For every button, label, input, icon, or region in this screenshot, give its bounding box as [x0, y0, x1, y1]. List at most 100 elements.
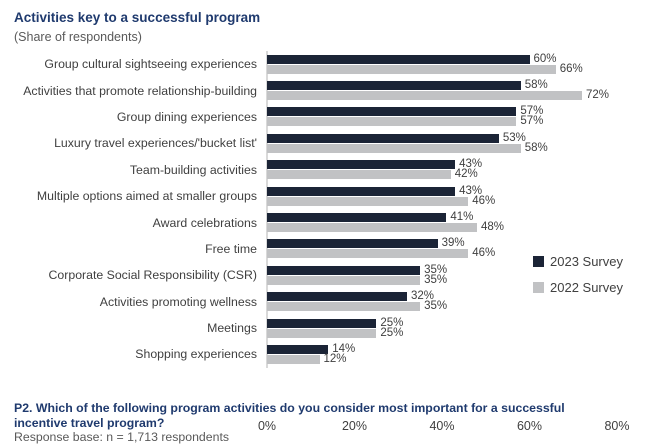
bar-2023 — [267, 107, 517, 117]
chart-row: Team-building activities 43% 42% — [0, 157, 649, 183]
bar-value-label: 66% — [559, 62, 583, 75]
bar-line: 35% — [267, 273, 649, 286]
bar-line: 25% — [267, 326, 649, 339]
x-axis-tick-label: 60% — [516, 419, 543, 433]
bar-value-label: 25% — [380, 316, 404, 329]
bar-value-label: 35% — [424, 273, 448, 286]
category-label: Luxury travel experiences/'bucket list' — [54, 136, 257, 151]
bar-line: 48% — [267, 221, 649, 233]
bar-line: 25% — [267, 316, 649, 329]
grouped-bar-chart: Group cultural sightseeing experiences 60… — [0, 51, 649, 433]
bar-value-label: 58% — [524, 141, 548, 154]
category-label: Free time — [205, 241, 257, 256]
bar-line: 46% — [267, 247, 649, 260]
bar-2023 — [267, 186, 456, 196]
chart-row: Shopping experiences 14% 12% — [0, 341, 649, 367]
bar-value-label: 58% — [524, 79, 548, 92]
bar-2022 — [267, 302, 421, 312]
bar-rows: Group cultural sightseeing experiences 60… — [0, 51, 649, 368]
bar-line: 39% — [267, 237, 649, 250]
x-axis-tick-label: 80% — [604, 419, 630, 433]
bar-2023 — [267, 318, 377, 328]
chart-legend: 2023 Survey 2022 Survey — [533, 254, 623, 306]
bar-2023 — [267, 133, 499, 143]
bar-pair: 35% 35% — [267, 264, 649, 286]
chart-row: Activities that promote relationship-bui… — [0, 77, 649, 103]
footnote-question: P2. Which of the following program activ… — [14, 401, 565, 430]
chart-row: Meetings 25% 25% — [0, 315, 649, 341]
bar-pair: 14% 12% — [267, 342, 649, 365]
bar-pair: 43% 42% — [267, 158, 649, 181]
bar-value-label: 25% — [380, 326, 404, 339]
bar-pair: 53% 58% — [267, 131, 649, 154]
bar-pair: 39% 46% — [267, 237, 649, 260]
category-label: Shopping experiences — [135, 347, 257, 362]
bar-value-label: 39% — [441, 237, 465, 250]
bar-pair: 58% 72% — [267, 79, 649, 102]
x-axis-tick-label: 0% — [257, 419, 277, 433]
bar-2022 — [267, 328, 377, 338]
bar-value-label: 35% — [424, 300, 448, 313]
bar-value-label: 60% — [533, 52, 557, 65]
legend-label: 2022 Survey — [550, 280, 623, 295]
bar-line: 12% — [267, 353, 649, 365]
bar-value-label: 53% — [502, 131, 526, 144]
bar-2022 — [267, 170, 451, 180]
category-label: Award celebrations — [152, 215, 257, 230]
bar-pair: 32% 35% — [267, 290, 649, 313]
chart-row: Multiple options aimed at smaller groups… — [0, 183, 649, 209]
bar-pair: 43% 46% — [267, 184, 649, 206]
bar-line: 32% — [267, 290, 649, 303]
chart-row: Luxury travel experiences/'bucket list' 5… — [0, 130, 649, 156]
bar-value-label: 46% — [472, 247, 496, 260]
bar-value-label: 57% — [520, 115, 544, 128]
bar-value-label: 42% — [454, 168, 478, 181]
bar-line: 57% — [267, 105, 649, 118]
bar-value-label: 43% — [459, 158, 483, 171]
chart-title: Activities key to a successful program — [14, 10, 261, 25]
category-label: Activities promoting wellness — [99, 294, 257, 309]
legend-item-2023: 2023 Survey — [533, 254, 623, 269]
bar-2022 — [267, 275, 421, 285]
legend-swatch-icon — [533, 256, 544, 267]
bar-2023 — [267, 239, 438, 249]
bar-value-label: 57% — [520, 105, 544, 118]
chart-row: Free time 39% 46% — [0, 236, 649, 262]
bar-line: 58% — [267, 79, 649, 92]
category-label: Corporate Social Responsibility (CSR) — [48, 268, 257, 283]
bar-value-label: 72% — [586, 89, 610, 102]
bar-2022 — [267, 196, 469, 206]
chart-row: Award celebrations 41% 48% — [0, 209, 649, 235]
bar-line: 14% — [267, 342, 649, 355]
bar-2023 — [267, 292, 407, 302]
bar-line: 58% — [267, 141, 649, 154]
bar-2022 — [267, 223, 477, 233]
bar-2023 — [267, 54, 530, 64]
x-axis-tick-label: 20% — [341, 419, 368, 433]
bar-2023 — [267, 160, 456, 170]
bar-2023 — [267, 265, 421, 275]
bar-line: 35% — [267, 300, 649, 313]
bar-line: 43% — [267, 158, 649, 171]
chart-row: Activities promoting wellness 32% 35% — [0, 289, 649, 315]
bar-line: 41% — [267, 211, 649, 223]
chart-row: Group dining experiences 57% 57% — [0, 104, 649, 130]
bar-2023 — [267, 81, 521, 91]
bar-pair: 25% 25% — [267, 316, 649, 339]
bar-2023 — [267, 344, 329, 354]
legend-swatch-icon — [533, 282, 544, 293]
bar-line: 42% — [267, 168, 649, 181]
bar-2022 — [267, 117, 517, 127]
bar-pair: 41% 48% — [267, 211, 649, 233]
bar-pair: 57% 57% — [267, 105, 649, 128]
y-axis-line — [266, 51, 268, 368]
footnote-response-base: Response base: n = 1,713 respondents — [14, 430, 230, 444]
bar-2022 — [267, 143, 521, 153]
bar-value-label: 43% — [459, 184, 483, 197]
bar-value-label: 32% — [411, 290, 435, 303]
bar-value-label: 14% — [332, 342, 356, 355]
bar-2022 — [267, 249, 469, 259]
x-axis-tick-label: 40% — [429, 419, 455, 433]
bar-line: 35% — [267, 264, 649, 276]
